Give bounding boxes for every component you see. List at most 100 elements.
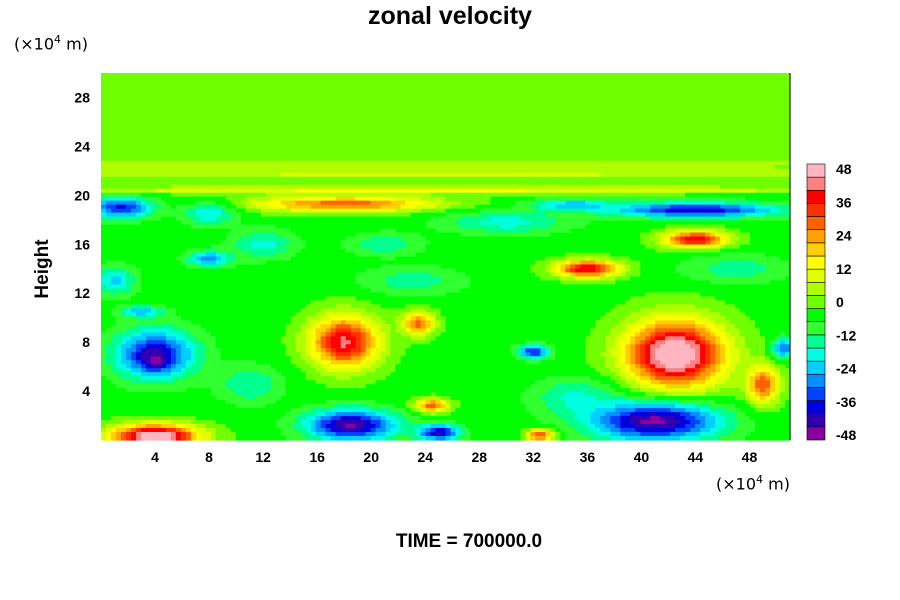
heatmap-cell	[595, 204, 601, 210]
heatmap-cell	[285, 180, 292, 186]
heatmap-cell	[385, 192, 392, 198]
heatmap-cell	[370, 84, 377, 90]
heatmap-cell	[405, 172, 412, 178]
heatmap-cell	[390, 176, 397, 182]
heatmap-cell	[130, 184, 137, 190]
heatmap-cell	[605, 160, 611, 166]
heatmap-cell	[510, 104, 516, 110]
heatmap-cell	[710, 100, 716, 106]
heatmap-cell	[240, 152, 247, 158]
heatmap-cell	[745, 136, 751, 142]
heatmap-cell	[360, 84, 367, 90]
heatmap-cell	[445, 192, 452, 198]
heatmap-cell	[655, 164, 661, 170]
heatmap-cell	[785, 176, 791, 182]
heatmap-cell	[165, 156, 172, 162]
heatmap-cell	[490, 180, 497, 186]
heatmap-cell	[550, 164, 556, 170]
heatmap-cell	[610, 152, 616, 158]
heatmap-cell	[220, 96, 227, 102]
heatmap-cell	[255, 132, 262, 138]
heatmap-cell	[250, 164, 257, 170]
heatmap-cell	[185, 152, 192, 158]
heatmap-cell	[545, 148, 551, 154]
heatmap-cell	[205, 104, 212, 110]
heatmap-cell	[395, 124, 402, 130]
heatmap-cell	[510, 73, 516, 78]
heatmap-cell	[485, 108, 492, 114]
heatmap-cell	[140, 132, 147, 138]
heatmap-cell	[470, 180, 477, 186]
heatmap-cell	[590, 192, 596, 198]
heatmap-cell	[190, 192, 197, 198]
heatmap-cell	[125, 148, 132, 154]
heatmap-cell	[560, 128, 566, 134]
heatmap-cell	[305, 120, 312, 126]
heatmap-cell	[265, 176, 272, 182]
heatmap-cell	[590, 96, 596, 102]
heatmap-cell	[395, 132, 402, 138]
heatmap-cell	[650, 100, 656, 106]
heatmap-cell	[180, 160, 187, 166]
heatmap-cell	[655, 112, 661, 118]
heatmap-cell	[785, 172, 791, 178]
heatmap-cell	[450, 156, 457, 162]
heatmap-cell	[465, 204, 472, 210]
heatmap-cell	[755, 92, 761, 98]
heatmap-cell	[535, 116, 541, 122]
heatmap-cell	[450, 196, 457, 202]
heatmap-cell	[780, 212, 786, 218]
heatmap-cell	[105, 120, 112, 126]
heatmap-cell	[365, 84, 372, 90]
heatmap-cell	[670, 156, 676, 162]
heatmap-cell	[585, 73, 591, 78]
heatmap-cell	[465, 144, 472, 150]
heatmap-cell	[225, 192, 232, 198]
heatmap-cell	[635, 180, 641, 186]
heatmap-cell	[705, 160, 711, 166]
heatmap-cell	[295, 184, 302, 190]
heatmap-cell	[170, 73, 177, 78]
heatmap-cell	[310, 208, 317, 214]
heatmap-cell	[570, 88, 576, 94]
heatmap-cell	[495, 152, 502, 158]
heatmap-cell	[335, 108, 342, 114]
heatmap-cell	[120, 176, 127, 182]
heatmap-cell	[480, 116, 487, 122]
heatmap-cell	[375, 144, 382, 150]
heatmap-cell	[490, 116, 497, 122]
heatmap-cell	[490, 120, 497, 126]
heatmap-cell	[110, 212, 117, 218]
heatmap-cell	[115, 152, 122, 158]
heatmap-cell	[110, 188, 117, 194]
heatmap-cell	[525, 116, 531, 122]
heatmap-cell	[660, 152, 666, 158]
heatmap-cell	[215, 208, 222, 214]
heatmap-cell	[405, 92, 412, 98]
heatmap-cell	[180, 80, 187, 86]
heatmap-cell	[340, 152, 347, 158]
heatmap-cell	[510, 176, 516, 182]
heatmap-cell	[170, 216, 177, 222]
heatmap-cell	[450, 152, 457, 158]
heatmap-cell	[605, 140, 611, 146]
heatmap-cell	[350, 96, 357, 102]
heatmap-cell	[620, 192, 626, 198]
heatmap-cell	[460, 144, 467, 150]
heatmap-cell	[550, 128, 556, 134]
heatmap-cell	[215, 104, 222, 110]
heatmap-cell	[170, 188, 177, 194]
heatmap-cell	[485, 208, 492, 214]
heatmap-cell	[120, 84, 127, 90]
heatmap-cell	[101, 212, 107, 218]
heatmap-cell	[370, 76, 377, 82]
heatmap-cell	[725, 124, 731, 130]
heatmap-cell	[160, 200, 167, 206]
heatmap-cell	[165, 76, 172, 82]
heatmap-cell	[695, 200, 701, 206]
heatmap-cell	[730, 156, 736, 162]
heatmap-cell	[345, 116, 352, 122]
heatmap-cell	[635, 176, 641, 182]
heatmap-cell	[155, 128, 162, 134]
